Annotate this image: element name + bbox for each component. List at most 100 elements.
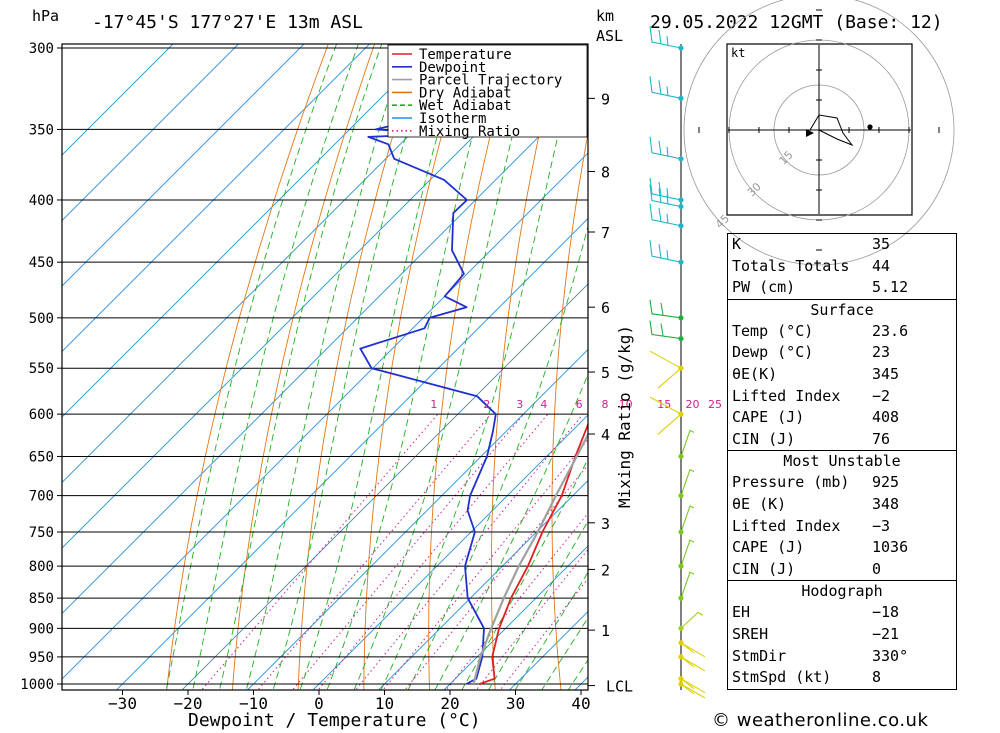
km-tick-label: 4 xyxy=(601,426,610,444)
index-name: Pressure (mb) xyxy=(732,473,850,492)
dry-adiabat-line xyxy=(166,44,329,690)
hodograph-ring xyxy=(683,0,955,266)
index-row: EH −18 xyxy=(728,602,956,624)
index-value: 5.12 xyxy=(872,278,909,297)
temperature-profile xyxy=(479,422,588,685)
pressure-tick-label: 350 xyxy=(29,122,54,138)
index-name: Temp (°C) xyxy=(732,321,814,340)
index-value: 348 xyxy=(872,494,900,513)
mixing-ratio-label: 1 xyxy=(430,398,437,411)
index-value: −2 xyxy=(872,386,891,405)
km-tick-label: 2 xyxy=(601,561,610,579)
wet-adiabat-line xyxy=(326,44,498,690)
index-value: 35 xyxy=(872,235,891,253)
isotherm-line xyxy=(62,44,174,156)
index-value: 44 xyxy=(872,256,891,275)
wind-barb xyxy=(680,611,704,629)
wet-adiabat-line xyxy=(380,44,581,690)
legend-entry: Temperature xyxy=(419,47,512,63)
index-row: PW (cm) 5.12 xyxy=(728,277,956,299)
mixing-ratio-line xyxy=(201,413,439,690)
wind-barb xyxy=(649,76,682,99)
x-axis-label: Dewpoint / Temperature (°C) xyxy=(188,710,481,731)
x-tick-label: −30 xyxy=(108,694,137,713)
index-value: 8 xyxy=(872,668,882,687)
index-name: PW (cm) xyxy=(732,278,796,297)
index-row: CAPE (J) 1036 xyxy=(728,537,956,559)
wind-barb xyxy=(649,320,682,340)
index-row: StmDir 330° xyxy=(728,646,956,668)
pressure-tick-label: 750 xyxy=(29,525,54,541)
wind-barb xyxy=(649,299,682,319)
isotherm-line xyxy=(246,348,588,690)
index-value: 1036 xyxy=(872,538,909,557)
index-row: Totals Totals 44 xyxy=(728,256,956,278)
wet-adiabat-line xyxy=(541,617,588,690)
mixing-ratio-label: 8 xyxy=(601,398,608,411)
wind-barb xyxy=(680,571,695,599)
km-tick-label: 8 xyxy=(601,163,610,181)
mixing-ratio-label: 6 xyxy=(576,398,583,411)
pressure-tick-label: 950 xyxy=(29,650,54,666)
surface-section: Surface Temp (°C) 23.6 Dewp (°C) 23 θE(K) 345… xyxy=(728,300,956,452)
wet-adiabat-line xyxy=(192,44,359,690)
index-row: CAPE (J) 408 xyxy=(728,407,956,429)
index-name: θE(K) xyxy=(732,364,778,383)
pressure-tick-label: 550 xyxy=(29,361,54,377)
mixing-ratio-line xyxy=(257,413,492,690)
isotherm-line xyxy=(62,44,240,222)
wind-barb xyxy=(649,203,682,227)
index-name: CAPE (J) xyxy=(732,538,805,557)
wind-barb xyxy=(649,25,682,49)
indices-panel: K 35 Totals Totals 44 PW (cm) 5.12 Surface Te… xyxy=(727,233,957,690)
index-name: StmDir xyxy=(732,646,787,665)
index-value: −18 xyxy=(872,603,900,622)
wind-barb xyxy=(680,429,695,457)
wet-adiabat-line xyxy=(218,44,383,690)
wind-barb xyxy=(680,683,706,699)
parcel-trajectory-profile xyxy=(472,432,588,685)
index-value: 0 xyxy=(872,559,882,578)
x-tick-label: 20 xyxy=(440,694,459,713)
credit-link[interactable]: © weatheronline.co.uk xyxy=(712,710,929,731)
index-row: Dewp (°C) 23 xyxy=(728,342,956,364)
wet-adiabat-line xyxy=(272,44,435,690)
legend-entry: Mixing Ratio xyxy=(419,124,520,140)
index-row: K 35 xyxy=(728,234,956,256)
mixing-ratio-label: 4 xyxy=(540,398,547,411)
wet-adiabat-line xyxy=(299,44,465,690)
legend-entry: Isotherm xyxy=(419,111,486,127)
mixing-ratio-label: 2 xyxy=(483,398,490,411)
index-name: CAPE (J) xyxy=(732,408,805,427)
index-name: CIN (J) xyxy=(732,559,796,578)
km-tick-label: LCL xyxy=(606,678,633,696)
index-row: StmSpd (kt) 8 xyxy=(728,667,956,689)
x-tick-label: 40 xyxy=(571,694,590,713)
mixing-ratio-line xyxy=(354,413,584,690)
isotherm-line xyxy=(377,479,588,690)
km-tick-label: 6 xyxy=(601,299,610,317)
index-name: Lifted Index xyxy=(732,386,841,405)
pressure-tick-label: 400 xyxy=(29,193,54,209)
wind-barb xyxy=(680,642,706,658)
x-tick-label: 0 xyxy=(314,694,324,713)
index-name: SREH xyxy=(732,624,769,643)
index-value: 23 xyxy=(872,343,891,362)
index-row: Lifted Index −2 xyxy=(728,386,956,408)
index-name: Dewp (°C) xyxy=(732,343,814,362)
pressure-tick-label: 600 xyxy=(29,407,54,423)
wind-barb xyxy=(649,136,682,160)
wet-adiabat-line xyxy=(245,44,408,690)
wind-barb xyxy=(649,177,682,201)
index-name: StmSpd (kt) xyxy=(732,668,832,687)
index-value: 925 xyxy=(872,473,900,492)
isotherm-line xyxy=(312,414,588,690)
pressure-tick-label: 700 xyxy=(29,489,54,505)
isotherm-line xyxy=(62,44,305,287)
surface-heading: Surface xyxy=(810,300,874,319)
x-tick-label: 30 xyxy=(506,694,525,713)
dry-adiabat-line xyxy=(490,44,561,690)
